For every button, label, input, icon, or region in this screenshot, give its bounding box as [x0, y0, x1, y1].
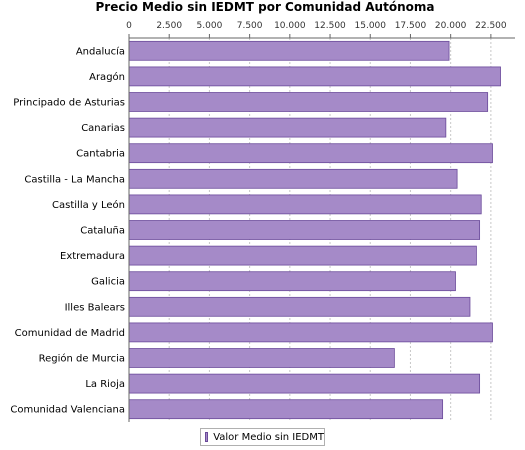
- x-tick-label: 15.000: [355, 21, 387, 31]
- bar: [128, 373, 481, 394]
- x-tick-label: 2.500: [156, 21, 182, 31]
- y-tick-label: Castilla y León: [52, 199, 125, 211]
- bar: [128, 271, 456, 292]
- x-tick-label: 17.500: [395, 21, 427, 31]
- x-tick-label: 7.500: [237, 21, 263, 31]
- x-tick-label: 10.000: [274, 21, 306, 31]
- bar: [128, 143, 493, 164]
- legend-swatch: [205, 432, 209, 442]
- x-axis: 0 2.500 5.000 7.500 10.000 12.500 15.000 17.500…: [126, 21, 515, 39]
- bar: [128, 66, 501, 87]
- y-tick-label: Galicia: [91, 277, 125, 288]
- bar: [128, 399, 444, 420]
- y-tick-label: Aragón: [89, 71, 125, 83]
- y-tick-label: La Rioja: [85, 379, 125, 390]
- bar: [128, 117, 447, 138]
- y-tick-label: Región de Murcia: [39, 353, 125, 365]
- legend: Valor Medio sin IEDMT: [200, 428, 325, 446]
- x-tick-label: 12.500: [314, 21, 346, 31]
- y-tick-label: Principado de Asturias: [13, 98, 125, 109]
- legend-label: Valor Medio sin IEDMT: [213, 431, 324, 443]
- bar: [128, 194, 482, 215]
- y-axis: Andalucía Aragón Principado de Asturias Can…: [10, 38, 130, 422]
- bar: [128, 322, 493, 343]
- bar: [128, 40, 450, 61]
- y-tick-label: Cantabria: [76, 149, 125, 160]
- bar: [128, 348, 395, 368]
- y-tick-label: Comunidad Valenciana: [10, 405, 125, 416]
- x-tick-label: 20.000: [435, 21, 467, 31]
- bar: [128, 92, 489, 112]
- y-tick-label: Cataluña: [80, 226, 125, 237]
- bar: [128, 168, 458, 189]
- x-tick-label: 5.000: [197, 21, 223, 31]
- bar: [128, 296, 471, 317]
- y-tick-label: Castilla - La Mancha: [24, 174, 125, 185]
- x-tick-label: 0: [126, 21, 132, 31]
- bars: [128, 40, 501, 420]
- bar: [128, 245, 477, 266]
- x-tick-label: 22.500: [475, 21, 507, 31]
- chart-title: Precio Medio sin IEDMT por Comunidad Aut…: [96, 0, 435, 14]
- y-tick-label: Comunidad de Madrid: [15, 328, 125, 339]
- bar: [128, 220, 481, 240]
- y-tick-label: Canarias: [81, 123, 125, 134]
- y-tick-label: Andalucía: [76, 45, 125, 57]
- y-tick-label: Extremadura: [60, 251, 125, 262]
- y-tick-label: Illes Balears: [65, 302, 125, 313]
